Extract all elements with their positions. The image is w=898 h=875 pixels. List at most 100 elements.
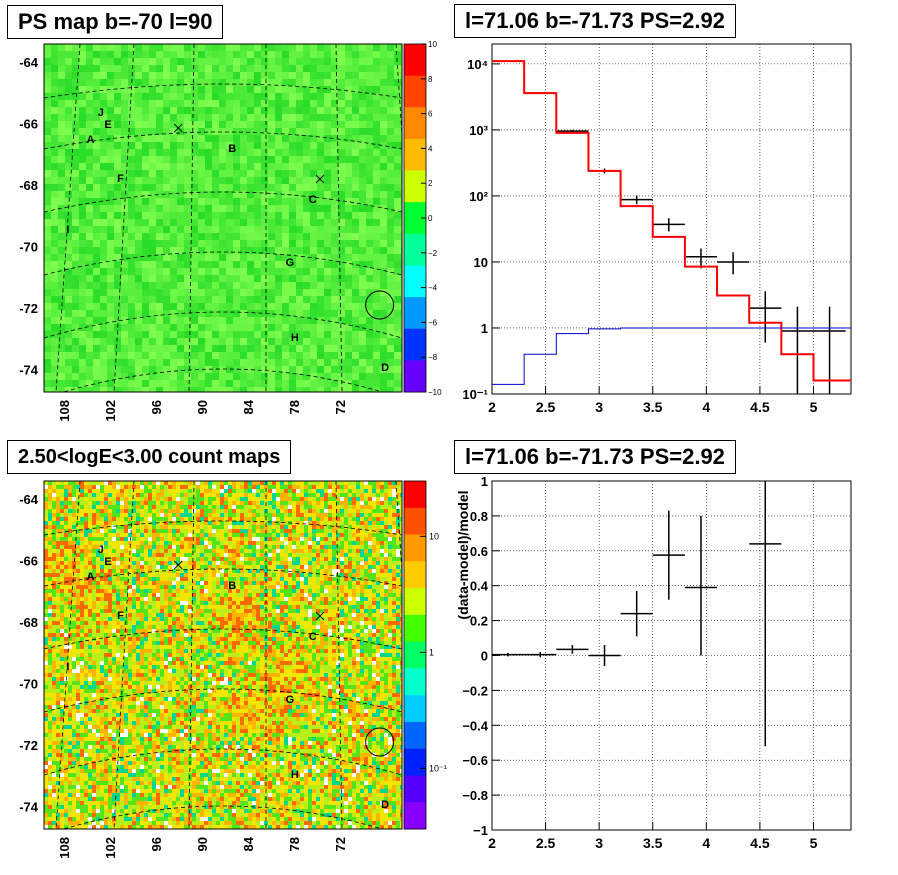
map-pixel bbox=[275, 268, 282, 275]
map-pixel bbox=[44, 505, 48, 509]
map-pixel bbox=[300, 561, 304, 565]
map-pixel bbox=[394, 170, 401, 177]
map-pixel bbox=[48, 561, 52, 565]
map-pixel bbox=[280, 541, 284, 545]
map-pixel bbox=[107, 100, 114, 107]
map-pixel bbox=[300, 553, 304, 557]
map-pixel bbox=[275, 142, 282, 149]
map-pixel bbox=[345, 303, 352, 310]
map-pixel bbox=[296, 212, 303, 219]
map-pixel bbox=[303, 170, 310, 177]
map-pixel bbox=[256, 549, 260, 553]
map-pixel bbox=[340, 513, 344, 517]
map-pixel bbox=[144, 541, 148, 545]
map-pixel bbox=[204, 565, 208, 569]
map-pixel bbox=[331, 352, 338, 359]
map-pixel bbox=[114, 163, 121, 170]
map-pixel bbox=[144, 537, 148, 541]
map-pixel bbox=[324, 501, 328, 505]
map-pixel bbox=[233, 107, 240, 114]
map-pixel bbox=[226, 317, 233, 324]
map-pixel bbox=[303, 380, 310, 387]
map-pixel bbox=[140, 489, 144, 493]
map-pixel bbox=[261, 310, 268, 317]
map-pixel bbox=[247, 261, 254, 268]
map-pixel bbox=[200, 493, 204, 497]
map-pixel bbox=[220, 493, 224, 497]
map-pixel bbox=[177, 135, 184, 142]
map-pixel bbox=[51, 296, 58, 303]
map-pixel bbox=[208, 553, 212, 557]
map-pixel bbox=[156, 553, 160, 557]
map-pixel bbox=[376, 577, 380, 581]
map-pixel bbox=[396, 537, 400, 541]
map-pixel bbox=[296, 121, 303, 128]
map-pixel bbox=[226, 163, 233, 170]
map-pixel bbox=[100, 545, 104, 549]
map-pixel bbox=[142, 86, 149, 93]
map-pixel bbox=[72, 135, 79, 142]
map-pixel bbox=[240, 233, 247, 240]
map-pixel bbox=[244, 537, 248, 541]
map-pixel bbox=[64, 513, 68, 517]
map-pixel bbox=[247, 51, 254, 58]
map-pixel bbox=[340, 489, 344, 493]
map-pixel bbox=[64, 545, 68, 549]
map-pixel bbox=[268, 268, 275, 275]
map-pixel bbox=[52, 505, 56, 509]
map-pixel bbox=[232, 497, 236, 501]
map-pixel bbox=[51, 212, 58, 219]
map-pixel bbox=[148, 525, 152, 529]
map-pixel bbox=[380, 533, 384, 537]
map-pixel bbox=[296, 537, 300, 541]
map-pixel bbox=[260, 545, 264, 549]
map-pixel bbox=[107, 373, 114, 380]
map-pixel bbox=[352, 184, 359, 191]
map-pixel bbox=[394, 86, 401, 93]
map-pixel bbox=[387, 275, 394, 282]
map-pixel bbox=[373, 240, 380, 247]
map-pixel bbox=[256, 505, 260, 509]
map-pixel bbox=[191, 345, 198, 352]
map-pixel bbox=[136, 553, 140, 557]
map-pixel bbox=[312, 541, 316, 545]
map-pixel bbox=[142, 44, 149, 51]
map-pixel bbox=[156, 156, 163, 163]
map-pixel bbox=[275, 282, 282, 289]
map-pixel bbox=[152, 533, 156, 537]
map-pixel bbox=[124, 549, 128, 553]
map-pixel bbox=[156, 303, 163, 310]
map-pixel bbox=[100, 275, 107, 282]
map-pixel bbox=[136, 493, 140, 497]
map-pixel bbox=[276, 481, 280, 485]
map-pixel bbox=[240, 296, 247, 303]
map-pixel bbox=[244, 545, 248, 549]
map-pixel bbox=[380, 541, 384, 545]
map-pixel bbox=[317, 128, 324, 135]
map-pixel bbox=[44, 296, 51, 303]
map-pixel bbox=[280, 509, 284, 513]
map-pixel bbox=[100, 51, 107, 58]
map-pixel bbox=[128, 198, 135, 205]
map-pixel bbox=[44, 261, 51, 268]
map-pixel bbox=[296, 128, 303, 135]
map-pixel bbox=[220, 517, 224, 521]
map-pixel bbox=[352, 205, 359, 212]
map-pixel bbox=[282, 58, 289, 65]
map-pixel bbox=[268, 114, 275, 121]
map-pixel bbox=[60, 525, 64, 529]
map-pixel bbox=[331, 149, 338, 156]
map-pixel bbox=[149, 345, 156, 352]
map-pixel bbox=[261, 296, 268, 303]
map-pixel bbox=[275, 177, 282, 184]
map-pixel bbox=[198, 184, 205, 191]
map-pixel bbox=[380, 549, 384, 553]
map-pixel bbox=[108, 569, 112, 573]
map-pixel bbox=[345, 359, 352, 366]
map-pixel bbox=[156, 581, 160, 585]
map-pixel bbox=[220, 553, 224, 557]
map-pixel bbox=[296, 79, 303, 86]
map-pixel bbox=[331, 289, 338, 296]
map-pixel bbox=[360, 517, 364, 521]
map-pixel bbox=[366, 107, 373, 114]
